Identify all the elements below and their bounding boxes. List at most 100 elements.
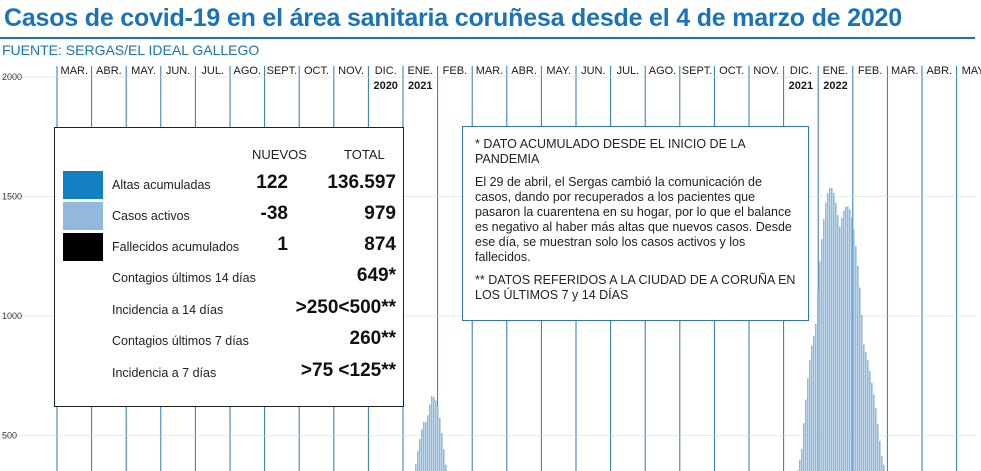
area-bar	[431, 395, 433, 471]
year-label: 2021	[408, 80, 432, 92]
area-bar	[837, 215, 839, 471]
area-bar	[415, 464, 417, 471]
legend-new-value: 122	[256, 172, 288, 193]
month-label: MAY.	[962, 65, 981, 77]
y-tick-label: 2000	[2, 72, 22, 82]
legend-label: Contagios últimos 14 días	[112, 271, 256, 285]
month-label: AGO.	[649, 65, 677, 77]
area-bar	[843, 210, 845, 471]
y-tick-label: 1000	[2, 311, 22, 321]
area-bar	[859, 287, 861, 471]
legend-row-incidencia-14: Incidencia a 14 días >250<500**	[55, 296, 403, 324]
swatch-fallecidos	[63, 233, 103, 261]
area-bar	[427, 415, 429, 471]
notes-box: * DATO ACUMULADO DESDE EL INICIO DE LA P…	[462, 126, 809, 321]
area-bar	[825, 202, 827, 471]
month-label: DIC.	[790, 65, 812, 77]
legend-new-value: -38	[260, 203, 288, 224]
area-bar	[425, 422, 427, 471]
area-bar	[443, 449, 445, 471]
month-label: MAR.	[476, 65, 504, 77]
area-bar	[817, 291, 819, 471]
legend-row-fallecidos: Fallecidos acumulados 1 874	[55, 233, 403, 261]
area-bar	[847, 206, 849, 471]
area-bar	[857, 266, 859, 471]
note-city-data: ** DATOS REFERIDOS A LA CIUDAD DE A CORU…	[475, 273, 796, 302]
month-label: NOV.	[753, 65, 779, 77]
area-bar	[445, 464, 447, 471]
legend-total-value: 260**	[349, 328, 397, 349]
area-bar	[861, 315, 863, 471]
month-label: MAY.	[131, 65, 156, 77]
area-bar	[875, 408, 877, 471]
note-accumulated: * DATO ACUMULADO DESDE EL INICIO DE LA P…	[475, 137, 745, 166]
month-label: AGO.	[234, 65, 262, 77]
area-bar	[865, 352, 867, 471]
month-label: MAR.	[891, 65, 919, 77]
legend-label: Altas acumuladas	[112, 178, 211, 192]
area-bar	[833, 193, 835, 471]
month-label: SEPT.	[267, 65, 298, 77]
area-bar	[807, 378, 809, 471]
legend-total-value: >250<500**	[295, 297, 396, 318]
month-label: JUL.	[617, 65, 640, 77]
area-bar	[883, 464, 885, 471]
month-label: ABR.	[511, 65, 537, 77]
area-bar	[805, 399, 807, 471]
area-bar	[873, 394, 875, 471]
month-label: DIC.	[375, 65, 397, 77]
area-bar	[437, 405, 439, 471]
month-label: ENE.	[407, 65, 433, 77]
month-labels: MAR. ABR. MAY. JUN. JUL. AGO. SEPT. OCT. NOV. DIC…	[61, 65, 981, 92]
area-bar	[845, 206, 847, 471]
area-bar	[823, 219, 825, 471]
area-bar	[855, 246, 857, 471]
area-bar	[439, 417, 441, 471]
y-tick-label: 1500	[2, 192, 22, 202]
area-bar	[417, 450, 419, 471]
area-bar	[829, 188, 831, 471]
note-sergas-change: El 29 de abril, el Sergas cambió la comu…	[475, 175, 792, 264]
month-label: OCT.	[304, 65, 329, 77]
legend-total-value: 874	[364, 234, 396, 255]
area-bar	[423, 421, 425, 471]
month-label: ABR.	[926, 65, 952, 77]
active-cases-area	[415, 188, 885, 471]
legend-row-activos: Casos activos -38 979	[55, 202, 403, 230]
page-title: Casos de covid-19 en el área sanitaria c…	[4, 4, 902, 32]
col-header-total: TOTAL	[344, 147, 385, 162]
legend-total-value: >75 <125**	[300, 360, 396, 381]
area-bar	[851, 217, 853, 471]
legend-row-contagios-7: Contagios últimos 7 días 260**	[55, 327, 403, 355]
month-label: MAR.	[61, 65, 89, 77]
y-axis-ticks: 500 1000 1500 2000	[2, 72, 22, 441]
area-bar	[869, 371, 871, 471]
swatch-activos	[63, 202, 103, 230]
area-bar	[867, 360, 869, 471]
legend-new-value: 1	[277, 234, 288, 255]
area-bar	[429, 404, 431, 471]
month-label: ENE.	[823, 65, 849, 77]
month-label: JUN.	[581, 65, 605, 77]
area-bar	[441, 433, 443, 471]
legend-row-incidencia-7: Incidencia a 7 días >75 <125**	[55, 359, 403, 387]
area-bar	[881, 456, 883, 471]
legend-label: Casos activos	[112, 209, 190, 223]
swatch-altas	[63, 171, 103, 199]
area-bar	[811, 345, 813, 471]
area-bar	[419, 439, 421, 471]
legend-total-value: 649*	[356, 265, 396, 286]
area-bar	[421, 429, 423, 471]
area-bar	[801, 448, 803, 471]
area-bar	[863, 344, 865, 471]
title-rule	[0, 37, 975, 39]
month-label: JUL.	[201, 65, 224, 77]
area-bar	[435, 400, 437, 471]
area-bar	[433, 397, 435, 471]
area-bar	[809, 360, 811, 471]
area-bar	[877, 423, 879, 471]
area-bar	[827, 192, 829, 471]
area-bar	[853, 229, 855, 471]
month-label: JUN.	[166, 65, 190, 77]
area-bar	[799, 459, 801, 471]
